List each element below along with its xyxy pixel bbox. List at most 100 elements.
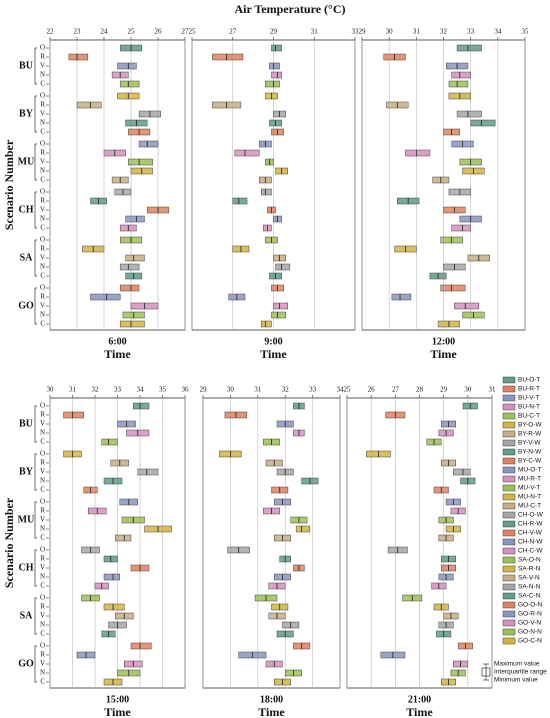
row-label: V <box>40 612 45 620</box>
box <box>448 80 469 88</box>
x-axis-title: Time <box>104 705 131 718</box>
row-label: V <box>40 110 45 118</box>
row-label: N <box>40 573 45 581</box>
legend-label: SA-V-N <box>518 575 540 582</box>
time-label: 18:00 <box>260 694 283 705</box>
box <box>451 71 471 79</box>
x-axis-title: Time <box>406 705 433 718</box>
group-label: CH <box>19 562 34 573</box>
box <box>133 402 150 410</box>
time-label: 21:00 <box>408 694 431 705</box>
group-bracket <box>34 501 37 539</box>
legend-swatch <box>502 574 516 582</box>
legend-label: GO-C-N <box>518 638 542 645</box>
x-axis-title: Time <box>104 347 131 361</box>
row-label: R <box>40 603 45 611</box>
row-label: R <box>40 245 45 253</box>
row-label: V <box>40 468 45 476</box>
x-tick-label: 32 <box>440 28 448 36</box>
legend-swatch <box>502 547 516 555</box>
legend-swatch <box>502 448 516 456</box>
x-tick-label: 27 <box>392 386 400 394</box>
row-label: O <box>40 44 45 52</box>
group-label: BU <box>19 60 33 71</box>
x-tick-label: 25 <box>128 28 136 36</box>
box <box>451 224 471 232</box>
row-label: V <box>40 158 45 166</box>
legend-label: MU-N-T <box>518 494 541 501</box>
x-axis-title: Time <box>430 347 457 361</box>
box <box>212 53 244 61</box>
row-label: C <box>40 80 45 88</box>
legend-swatch <box>502 556 516 564</box>
box <box>119 320 145 328</box>
group-label: SA <box>20 610 34 621</box>
group-bracket <box>34 287 37 325</box>
row-label: O <box>40 450 45 458</box>
legend-label: CH-C-W <box>518 548 543 555</box>
row-label: V <box>40 564 45 572</box>
x-tick-label: 31 <box>69 386 77 394</box>
row-label: R <box>40 53 45 61</box>
x-tick-label: 26 <box>155 28 163 36</box>
x-tick-label: 33 <box>114 386 122 394</box>
legend-label: MU-O-T <box>518 467 541 474</box>
row-label: R <box>40 149 45 157</box>
box <box>119 284 140 292</box>
box <box>271 311 286 319</box>
row-label: R <box>40 555 45 563</box>
figure-title: Air Temperature (°C) <box>234 2 345 16</box>
row-label: R <box>40 197 45 205</box>
box <box>119 263 140 271</box>
row-label: V <box>40 62 45 70</box>
x-tick-label: 34 <box>494 28 502 36</box>
legend-swatch <box>502 538 516 546</box>
x-tick-label: 36 <box>182 386 190 394</box>
legend-label: SA-C-N <box>518 593 541 600</box>
row-label: R <box>40 651 45 659</box>
row-label: O <box>40 92 45 100</box>
box <box>137 468 159 476</box>
x-tick-label: 29 <box>270 28 278 36</box>
x-tick-label: 27 <box>182 28 190 36</box>
legend-swatch <box>502 628 516 636</box>
row-label: O <box>40 236 45 244</box>
x-tick-label: 33 <box>352 28 360 36</box>
legend-swatch <box>502 439 516 447</box>
x-tick-label: 31 <box>413 28 421 36</box>
row-label: C <box>40 272 45 280</box>
legend-swatch <box>502 457 516 465</box>
legend-label: MU-R-T <box>518 476 541 483</box>
legend-swatch <box>502 412 516 420</box>
row-label: O <box>40 594 45 602</box>
x-tick-label: 29 <box>440 386 448 394</box>
row-label: N <box>40 71 45 79</box>
y-axis-title: Scenario Number <box>2 497 16 588</box>
legend-label: GO-N-N <box>518 629 542 636</box>
key-box <box>481 667 491 677</box>
group-bracket <box>34 47 37 85</box>
row-label: V <box>40 516 45 524</box>
box <box>115 534 132 542</box>
row-label: N <box>40 311 45 319</box>
group-bracket <box>34 239 37 277</box>
row-label: V <box>40 206 45 214</box>
legend-label: CH-V-W <box>518 530 543 537</box>
box <box>101 438 118 446</box>
x-tick-label: 35 <box>159 386 167 394</box>
legend-swatch <box>502 592 516 600</box>
row-label: R <box>40 293 45 301</box>
row-label: C <box>40 582 45 590</box>
x-tick-label: 24 <box>101 28 109 36</box>
box <box>440 284 466 292</box>
key-label: Maximum value <box>494 661 540 668</box>
x-tick-label: 35 <box>522 28 530 36</box>
legend-swatch <box>502 466 516 474</box>
box <box>453 468 471 476</box>
x-tick-label: 28 <box>416 386 424 394</box>
legend-label: BU-N-T <box>518 404 540 411</box>
legend-label: SA-R-N <box>518 566 541 573</box>
group-bracket <box>34 597 37 635</box>
row-label: N <box>40 429 45 437</box>
legend-label: CH-O-W <box>518 512 544 519</box>
